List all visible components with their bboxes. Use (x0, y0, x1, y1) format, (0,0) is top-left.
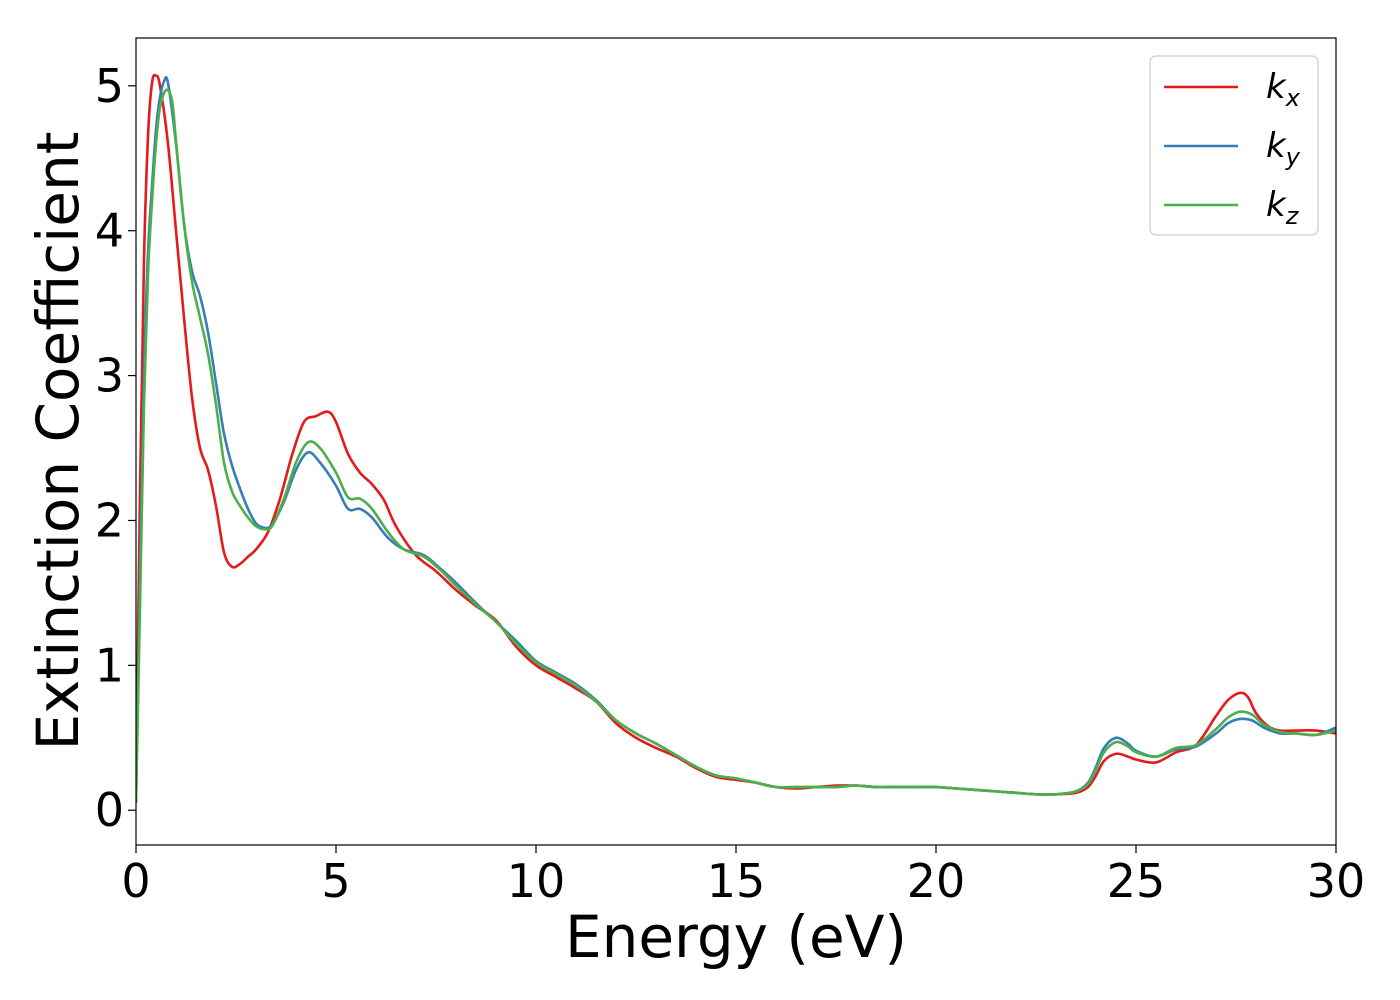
y-axis-title: Extinction Coefficient (24, 132, 92, 751)
series-line-kz (136, 88, 1336, 804)
legend: kx ky kz (1149, 55, 1319, 236)
x-tick-label: 20 (907, 854, 966, 908)
y-tick-label: 5 (95, 59, 124, 113)
y-tick-label: 0 (95, 783, 124, 837)
x-axis-title: Energy (eV) (565, 903, 907, 971)
x-tick-label: 0 (121, 854, 150, 908)
y-axis-ticks: 0 1 2 3 4 5 (95, 59, 136, 837)
y-tick-label: 3 (95, 349, 124, 403)
y-tick-label: 1 (95, 638, 124, 692)
legend-label-kx: kx (1266, 67, 1301, 112)
x-tick-label: 10 (507, 854, 566, 908)
x-axis-ticks: 0 5 10 15 20 25 30 (121, 845, 1365, 908)
legend-label-ky: ky (1266, 126, 1301, 171)
y-tick-label: 2 (95, 493, 124, 547)
y-tick-label: 4 (95, 204, 124, 258)
x-tick-label: 25 (1107, 854, 1166, 908)
x-tick-label: 30 (1307, 854, 1366, 908)
legend-label-kz: kz (1266, 185, 1300, 230)
x-tick-label: 15 (707, 854, 766, 908)
plot-lines (136, 73, 1336, 804)
x-tick-label: 5 (321, 854, 350, 908)
